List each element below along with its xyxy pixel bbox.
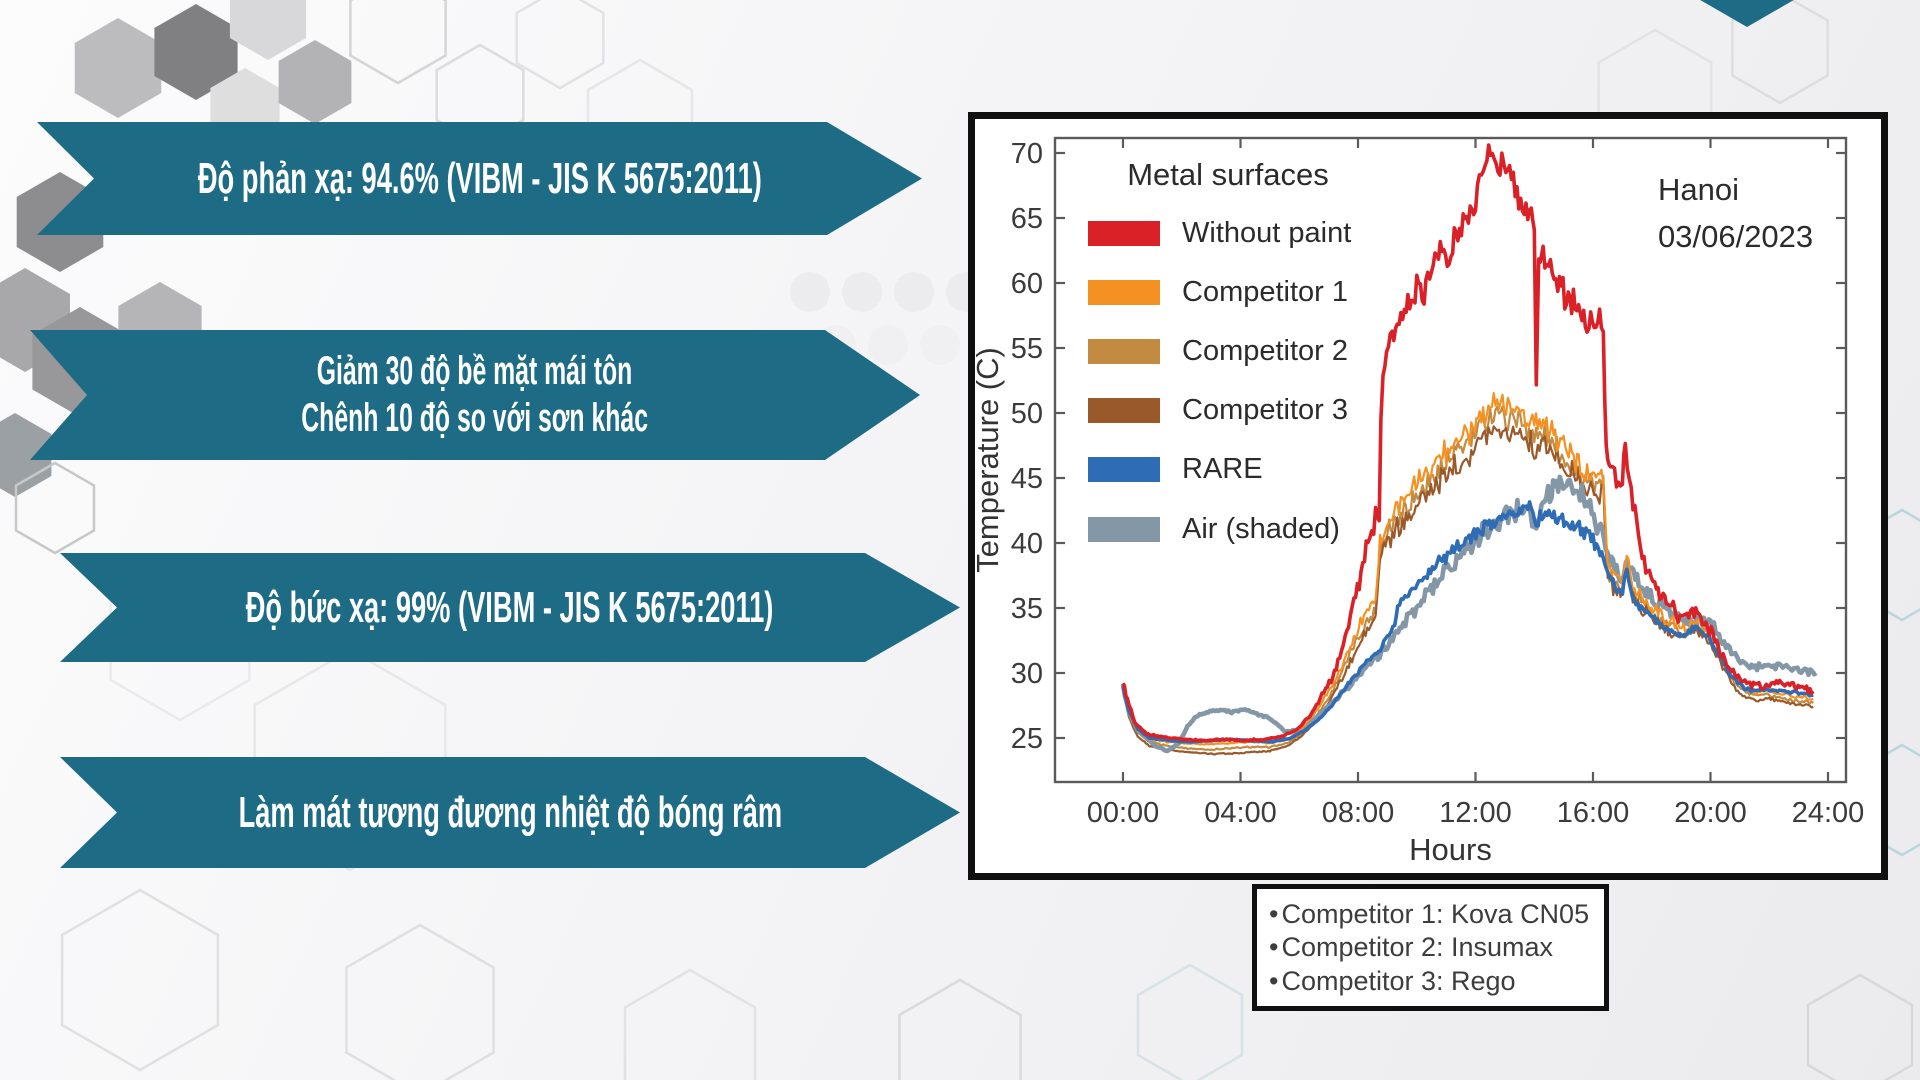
competitor-footnote-box: Competitor 1: Kova CN05Competitor 2: Ins…: [1252, 884, 1609, 1012]
hexagon-decoration: [515, 0, 605, 90]
y-tick-label: 55: [1011, 333, 1043, 365]
y-tick-label: 40: [1011, 528, 1043, 560]
hexagon-decoration: [253, 648, 447, 872]
hexagon-decoration: [1700, 0, 1794, 27]
x-tick-label: 08:00: [1322, 797, 1395, 829]
y-tick-label: 35: [1011, 593, 1043, 625]
dot-decoration: [868, 325, 908, 365]
dot-decoration: [842, 272, 882, 312]
x-tick-label: 20:00: [1674, 797, 1747, 829]
banner-emissivity: Độ bức xạ: 99% (VIBM - JIS K 5675:2011): [60, 553, 960, 662]
hexagon-decoration: [14, 461, 96, 555]
hexagon-decoration: [898, 978, 1022, 1080]
y-tick-label: 60: [1011, 268, 1043, 300]
x-axis-label: Hours: [1409, 832, 1492, 867]
dot-decoration: [894, 272, 934, 312]
dot-decoration: [790, 272, 830, 312]
x-tick-label: 12:00: [1439, 797, 1512, 829]
date-label: 03/06/2023: [1658, 218, 1814, 254]
temperature-line-chart: 25 30 35 40 45 50 55 60 65 70 00:00 04:00 08:00 12:00…: [970, 136, 1865, 867]
y-tick-label: 50: [1011, 398, 1043, 430]
temperature-chart-card: 25 30 35 40 45 50 55 60 65 70 00:00 04:00 08:00 12:00…: [968, 112, 1888, 880]
x-tick-label: 04:00: [1204, 797, 1277, 829]
chart-location-annotation: Hanoi 03/06/2023: [1658, 167, 1813, 260]
y-tick-label: 70: [1011, 138, 1043, 170]
banner-cooling-line-1: Giảm 30 độ bề mặt mái tôn: [317, 348, 633, 393]
hexagon-decoration: [1806, 973, 1914, 1080]
x-tick-label: 24:00: [1792, 797, 1865, 829]
series-line-air-shaded-: [1120, 474, 1818, 754]
banner-shade-equivalent: Làm mát tương đương nhiệt độ bóng râm: [60, 757, 960, 868]
series-line-competitor-3: [1121, 425, 1814, 756]
hexagon-decoration: [1731, 0, 1829, 105]
hexagon-decoration: [229, 0, 307, 60]
footnote-line: Competitor 1: Kova CN05: [1269, 898, 1594, 931]
banner-reflectance: Độ phản xạ: 94.6% (VIBM - JIS K 5675:201…: [37, 122, 922, 235]
y-tick-label: 45: [1011, 463, 1043, 495]
hexagon-decoration: [74, 18, 162, 118]
x-tick-label: 16:00: [1557, 797, 1630, 829]
banner-cooling-comparison: Giảm 30 độ bề mặt mái tôn Chênh 10 độ so…: [30, 330, 920, 460]
footnote-line: Competitor 3: Rego: [1269, 965, 1594, 998]
banner-reflectance-text: Độ phản xạ: 94.6% (VIBM - JIS K 5675:201…: [197, 153, 762, 203]
series-line-without-paint: [1121, 143, 1815, 743]
y-tick-label: 65: [1011, 203, 1043, 235]
footnote-line: Competitor 2: Insumax: [1269, 931, 1594, 964]
y-axis-label: Temperature (C): [970, 347, 1005, 573]
x-tick-label: 00:00: [1087, 797, 1160, 829]
location-label: Hanoi: [1658, 172, 1739, 207]
series-line-competitor-2: [1121, 405, 1814, 752]
banner-emissivity-text: Độ bức xạ: 99% (VIBM - JIS K 5675:2011): [246, 582, 774, 632]
y-tick-label: 25: [1011, 723, 1043, 755]
y-tick-label: 30: [1011, 658, 1043, 690]
banner-shade-equivalent-text: Làm mát tương đương nhiệt độ bóng râm: [238, 787, 782, 837]
series-line-competitor-1: [1121, 392, 1814, 746]
hexagon-decoration: [154, 4, 238, 100]
banner-cooling-line-2: Chênh 10 độ so với sơn khác: [301, 396, 649, 440]
plot-frame: [1053, 136, 1848, 784]
hexagon-decoration: [345, 923, 495, 1080]
hexagon-decoration: [623, 968, 757, 1080]
hexagon-decoration: [0, 413, 52, 497]
hexagon-decoration: [278, 40, 352, 124]
hexagon-decoration: [1136, 963, 1244, 1080]
hexagon-decoration: [349, 0, 447, 85]
dot-decoration: [920, 325, 960, 365]
hexagon-decoration: [60, 888, 220, 1072]
